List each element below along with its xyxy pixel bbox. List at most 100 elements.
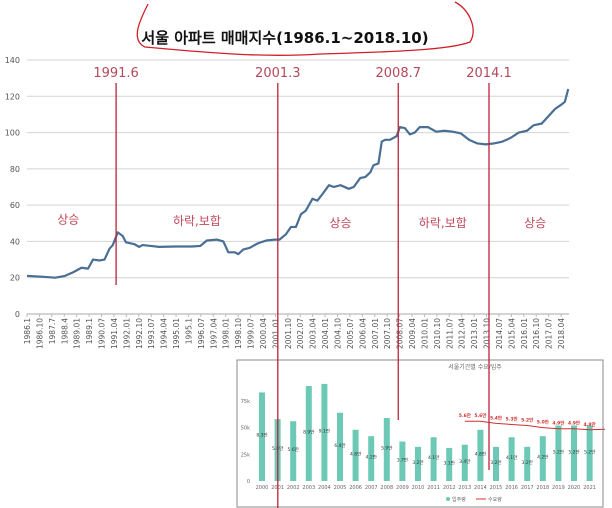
x-tick-label: 2016.10 (532, 318, 541, 349)
bar-label: 5.2만 (553, 448, 564, 455)
inset-x-tick: 2009 (396, 485, 409, 491)
inset-x-tick: 2019 (552, 485, 565, 491)
chart-title: 서울 아파트 매매지수(1986.1~2018.10) (141, 29, 428, 47)
y-tick-label: 80 (10, 165, 20, 174)
region-label: 하락,보합 (419, 216, 467, 230)
inset-x-tick: 2000 (256, 485, 269, 491)
x-tick-label: 2001.01 (271, 318, 280, 349)
bar (571, 425, 577, 481)
bar-label: 3.1만 (444, 459, 455, 466)
region-label: 상승 (524, 216, 546, 230)
inset-x-tick: 2011 (427, 485, 440, 491)
x-tick-label: 1986.1 (23, 318, 32, 344)
bar-label: 4.2만 (366, 454, 377, 461)
bar-label: 3.2만 (522, 459, 533, 466)
x-tick-label: 1992.10 (135, 318, 144, 349)
x-tick-label: 2007.01 (371, 318, 380, 349)
bar (477, 429, 484, 481)
bar (555, 425, 562, 481)
y-tick-label: 0 (15, 310, 20, 319)
inset-x-tick: 2010 (412, 485, 425, 491)
bar-label: 8.3만 (256, 432, 267, 439)
inset-x-tick: 2021 (583, 485, 596, 491)
bar-label: 3.4만 (459, 458, 470, 465)
inset-y-tick: 50k (241, 426, 250, 432)
x-tick-label: 2006.04 (358, 318, 367, 349)
bar-label: 5.6만 (288, 446, 299, 453)
region-label: 하락,보합 (173, 214, 221, 228)
x-tick-label: 2016.01 (520, 318, 529, 349)
inset-x-tick: 2018 (536, 485, 549, 491)
bar (399, 441, 406, 481)
x-tick-label: 1996.07 (197, 318, 206, 349)
inset-y-tick: 25k (241, 452, 250, 458)
bar-label: 4.2만 (537, 454, 548, 461)
bar (446, 447, 453, 481)
x-tick-label: 2010.10 (433, 318, 442, 349)
inset-x-tick: 2013 (458, 485, 471, 491)
y-tick-label: 120 (5, 92, 20, 101)
x-tick-label: 2013.01 (470, 318, 479, 349)
bar-label: 5.2만 (568, 448, 579, 455)
x-tick-label: 2011.07 (445, 318, 454, 349)
x-tick-label: 2013.10 (483, 318, 492, 349)
inset-chart-frame (236, 359, 604, 508)
x-tick-label: 2005.07 (346, 318, 355, 349)
region-label: 상승 (57, 212, 79, 226)
inset-x-tick: 2006 (349, 485, 362, 491)
bar-label: 4.8만 (475, 450, 486, 457)
bar (524, 446, 531, 481)
region-label: 상승 (329, 216, 351, 230)
bar-label: 6.4만 (334, 442, 345, 449)
hand-drawn-ellipse (136, 1, 474, 56)
legend-swatch-bar (446, 497, 450, 501)
bar (430, 437, 437, 481)
marker-label: 1991.6 (93, 66, 139, 81)
x-tick-label: 1998.01 (222, 318, 231, 349)
x-tick-label: 2010.01 (420, 318, 429, 349)
x-tick-label: 1989.01 (73, 318, 82, 349)
inset-x-tick: 2016 (505, 485, 518, 491)
x-tick-label: 2012.04 (458, 318, 467, 349)
x-tick-label: 2000.04 (259, 318, 268, 349)
demand-label: 5.3만 (506, 415, 519, 422)
inset-chart-title: 서울기간별 수요/입주 (448, 363, 502, 371)
marker-label: 2014.1 (466, 66, 512, 81)
x-tick-label: 1994.04 (160, 318, 169, 349)
inset-x-tick: 2008 (380, 485, 393, 491)
demand-label: 5.0만 (537, 419, 550, 426)
x-tick-label: 1990.07 (98, 318, 107, 349)
bar-label: 5.9만 (381, 445, 392, 452)
bar-label: 3.2만 (412, 459, 423, 466)
x-tick-label: 1988.4 (60, 318, 69, 344)
bar-label: 9.1만 (319, 427, 330, 434)
inset-x-tick: 2007 (365, 485, 378, 491)
demand-label: 4.8만 (584, 421, 597, 428)
y-tick-label: 20 (10, 274, 20, 283)
bar-label: 4.8만 (350, 450, 361, 457)
x-tick-label: 1997.04 (209, 318, 218, 349)
bar (415, 446, 421, 481)
demand-label: 4.9만 (552, 420, 565, 427)
y-tick-label: 100 (5, 129, 20, 138)
bar (539, 436, 546, 481)
y-tick-label: 140 (5, 56, 20, 65)
bar (259, 392, 265, 481)
index-line (26, 88, 570, 279)
bar (493, 446, 499, 481)
demand-label: 5.4만 (490, 414, 503, 421)
bar (461, 444, 468, 481)
inset-x-tick: 2012 (443, 485, 456, 491)
x-tick-label: 1993.07 (147, 318, 156, 349)
inset-y-tick: 0 (247, 479, 250, 485)
bar-label: 5.2만 (584, 448, 595, 455)
x-tick-label: 1995.01 (172, 318, 181, 349)
demand-label: 5.6만 (459, 412, 472, 419)
demand-label: 5.6만 (474, 412, 487, 419)
bar-label: 4.1만 (506, 454, 517, 461)
bar (321, 383, 328, 481)
x-tick-label: 2009.04 (408, 318, 417, 349)
demand-label: 5.2만 (521, 417, 534, 424)
bar-label: 4.1만 (428, 454, 439, 461)
